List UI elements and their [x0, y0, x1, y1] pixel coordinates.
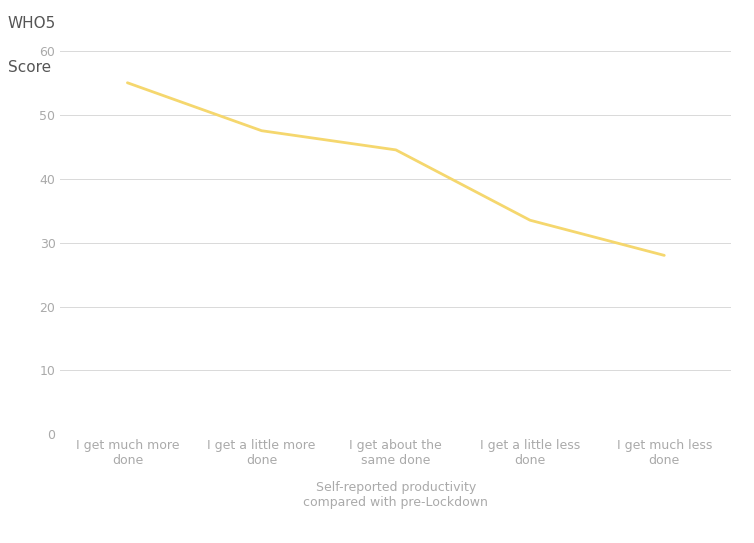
Text: Score: Score: [8, 60, 51, 75]
Text: WHO5: WHO5: [8, 16, 56, 31]
X-axis label: Self-reported productivity
compared with pre-Lockdown: Self-reported productivity compared with…: [303, 481, 489, 509]
